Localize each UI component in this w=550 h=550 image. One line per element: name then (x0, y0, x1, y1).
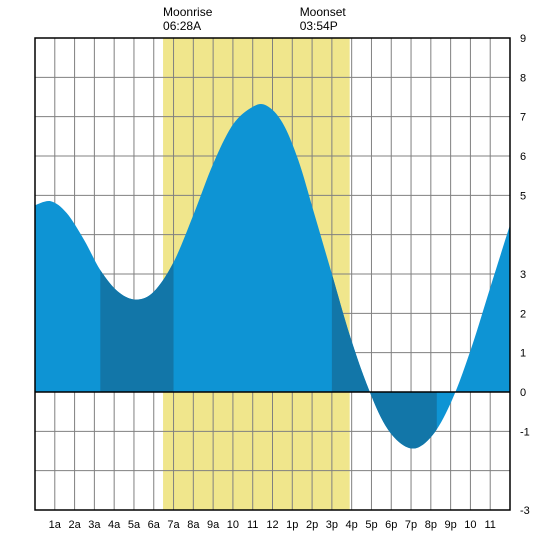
x-tick-label: 12 (266, 519, 278, 531)
x-tick-label: 2a (68, 519, 81, 531)
moonset-time: 03:54P (300, 19, 338, 33)
y-tick-label: 8 (520, 72, 526, 84)
moonrise-time: 06:28A (163, 19, 201, 33)
x-tick-label: 7a (167, 519, 180, 531)
y-tick-label: 0 (520, 387, 526, 399)
x-tick-label: 10 (227, 519, 239, 531)
y-tick-label: 5 (520, 190, 526, 202)
moonset-label: Moonset (300, 5, 347, 19)
x-tick-label: 6a (148, 519, 161, 531)
y-tick-label: -3 (520, 505, 530, 517)
x-tick-label: 6p (385, 519, 397, 531)
x-tick-label: 7p (405, 519, 417, 531)
y-tick-label: 7 (520, 112, 526, 124)
moonrise-label: Moonrise (163, 5, 213, 19)
x-tick-label: 5p (365, 519, 377, 531)
y-tick-label: 9 (520, 33, 526, 45)
x-tick-label: 10 (464, 519, 476, 531)
y-tick-label: 3 (520, 269, 526, 281)
x-tick-label: 8p (425, 519, 437, 531)
x-tick-label: 2p (306, 519, 318, 531)
y-tick-label: 1 (520, 348, 526, 360)
x-tick-label: 9a (207, 519, 220, 531)
x-tick-label: 8a (187, 519, 200, 531)
x-tick-label: 4a (108, 519, 121, 531)
x-tick-label: 11 (247, 519, 258, 531)
x-tick-label: 1p (286, 519, 298, 531)
x-tick-label: 4p (346, 519, 358, 531)
x-tick-label: 9p (445, 519, 457, 531)
chart-svg: 1a2a3a4a5a6a7a8a9a1011121p2p3p4p5p6p7p8p… (0, 0, 550, 550)
y-tick-label: 6 (520, 151, 526, 163)
x-tick-label: 5a (128, 519, 141, 531)
x-tick-label: 3p (326, 519, 338, 531)
x-tick-label: 3a (88, 519, 101, 531)
y-tick-label: -1 (520, 426, 530, 438)
x-tick-label: 1a (49, 519, 62, 531)
x-tick-label: 11 (484, 519, 495, 531)
tide-chart: 1a2a3a4a5a6a7a8a9a1011121p2p3p4p5p6p7p8p… (0, 0, 550, 550)
y-tick-label: 2 (520, 308, 526, 320)
